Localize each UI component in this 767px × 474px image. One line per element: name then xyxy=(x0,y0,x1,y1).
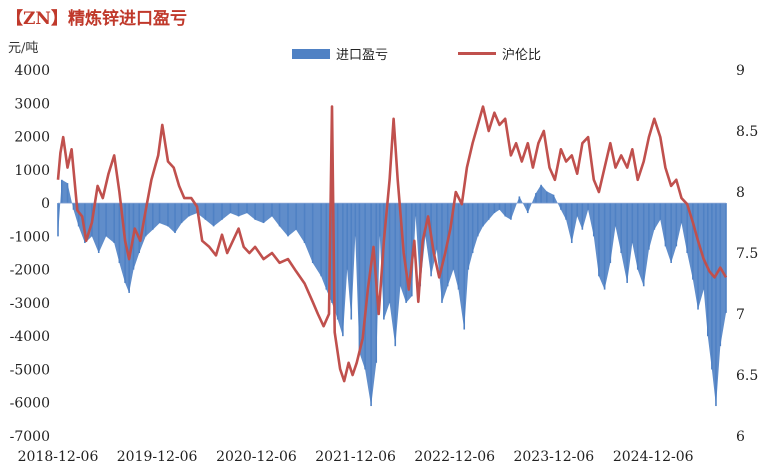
x-tick-label: 2024-12-06 xyxy=(613,449,694,465)
x-tick-label: 2023-12-06 xyxy=(513,449,594,465)
right-tick-label: 8 xyxy=(736,185,745,201)
bar-series xyxy=(57,179,727,407)
x-tick-label: 2019-12-06 xyxy=(117,449,198,465)
legend: 进口盈亏 沪伦比 xyxy=(292,44,541,63)
left-tick-label: -6000 xyxy=(10,396,50,412)
right-tick-label: 6.5 xyxy=(736,368,758,384)
right-tick-label: 7.5 xyxy=(736,246,758,262)
legend-label-bar: 进口盈亏 xyxy=(336,48,389,63)
left-tick-label: -2000 xyxy=(10,263,50,279)
left-tick-label: 2000 xyxy=(14,130,50,146)
left-tick-label: 0 xyxy=(41,196,50,212)
left-tick-label: 3000 xyxy=(14,96,50,112)
left-tick-label: -5000 xyxy=(10,362,50,378)
x-tick-label: 2021-12-06 xyxy=(315,449,396,465)
legend-label-line: 沪伦比 xyxy=(502,48,542,63)
left-tick-label: -7000 xyxy=(10,429,50,445)
legend-swatch-bar xyxy=(292,48,330,59)
left-tick-label: 4000 xyxy=(14,63,50,79)
x-tick-label: 2018-12-06 xyxy=(18,449,99,465)
chart-title: 【ZN】精炼锌进口盈亏 xyxy=(6,9,187,29)
right-tick-label: 9 xyxy=(736,63,745,79)
left-tick-label: 1000 xyxy=(14,163,50,179)
x-tick-label: 2020-12-06 xyxy=(216,449,297,465)
right-tick-label: 8.5 xyxy=(736,124,758,140)
right-tick-label: 7 xyxy=(736,307,745,323)
left-axis-unit: 元/吨 xyxy=(8,41,39,56)
legend-swatch-line xyxy=(458,52,497,55)
legend-item-bar: 进口盈亏 xyxy=(292,44,388,63)
right-tick-label: 6 xyxy=(736,429,745,445)
legend-item-line: 沪伦比 xyxy=(458,44,541,63)
line-series xyxy=(56,105,728,383)
left-tick-label: -1000 xyxy=(10,229,50,245)
bar-area xyxy=(58,179,726,407)
left-tick-label: -4000 xyxy=(10,329,50,345)
left-tick-label: -3000 xyxy=(10,296,50,312)
x-tick-label: 2022-12-06 xyxy=(414,449,495,465)
